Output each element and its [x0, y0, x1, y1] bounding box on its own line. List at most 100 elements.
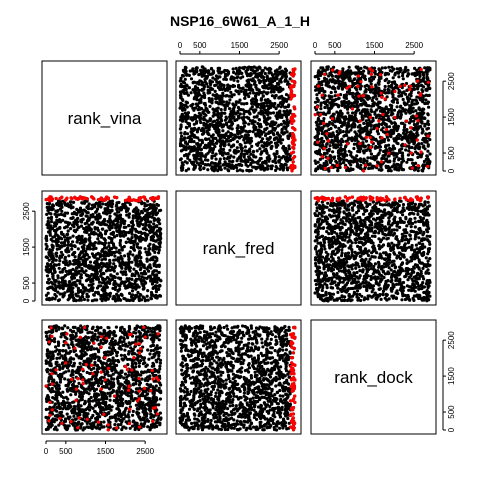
data-point [249, 83, 253, 87]
data-point [202, 166, 206, 171]
data-point [257, 111, 261, 115]
data-point [196, 147, 200, 151]
data-point [411, 106, 415, 110]
data-point [213, 161, 217, 166]
data-point [97, 280, 102, 284]
data-point [55, 218, 59, 222]
data-point [323, 94, 327, 98]
data-point [281, 101, 285, 105]
data-point [209, 82, 213, 87]
data-point [189, 91, 193, 95]
data-point [383, 91, 388, 95]
data-point [178, 106, 182, 110]
highlight-point [409, 126, 413, 130]
data-point [140, 209, 144, 214]
data-point [388, 146, 392, 151]
data-point [361, 137, 365, 141]
data-point [267, 154, 271, 158]
data-point [101, 202, 105, 206]
data-point [150, 293, 155, 297]
data-point [215, 109, 219, 113]
data-point [413, 146, 417, 151]
data-point [385, 95, 389, 99]
data-point [183, 87, 187, 91]
data-point [322, 117, 326, 121]
data-point [97, 234, 101, 238]
data-point [190, 132, 194, 136]
data-point [374, 156, 378, 160]
data-point [352, 122, 356, 126]
data-point [124, 273, 128, 277]
data-point [123, 297, 127, 301]
data-point [387, 84, 391, 88]
data-point [360, 144, 364, 148]
data-point [213, 125, 218, 129]
data-point [387, 88, 391, 92]
data-point [338, 159, 342, 163]
data-point [344, 70, 349, 74]
data-point [328, 97, 332, 101]
data-point [112, 250, 116, 255]
data-point [54, 222, 59, 226]
data-point [267, 66, 272, 70]
data-point [398, 116, 402, 120]
data-point [247, 87, 251, 92]
data-point [237, 68, 241, 72]
data-point [184, 72, 189, 77]
data-point [183, 132, 187, 136]
data-point [350, 125, 354, 129]
data-point [371, 166, 375, 170]
data-point [254, 155, 258, 159]
data-point [382, 157, 387, 161]
data-point [209, 100, 213, 104]
data-point [370, 120, 374, 124]
data-point [331, 150, 335, 154]
data-point [340, 76, 344, 80]
data-point [112, 262, 116, 266]
data-point [239, 143, 243, 147]
data-point [347, 124, 351, 128]
data-point [199, 100, 203, 104]
data-point [280, 127, 284, 131]
data-point [317, 77, 321, 81]
data-point [356, 80, 360, 84]
data-point [388, 69, 392, 73]
data-point [231, 137, 235, 141]
highlight-point [319, 113, 323, 117]
data-point [346, 102, 351, 106]
data-point [119, 205, 123, 209]
data-point [408, 130, 412, 135]
data-point [46, 216, 51, 220]
highlight-point [385, 132, 389, 137]
data-point [255, 98, 259, 102]
data-point [409, 109, 414, 113]
data-point [282, 109, 286, 113]
data-point [399, 163, 403, 167]
data-point [97, 263, 101, 267]
data-point [415, 95, 419, 99]
data-point [142, 207, 146, 211]
data-point [282, 72, 287, 76]
data-point [258, 79, 262, 83]
data-point [393, 82, 397, 86]
highlight-point [426, 134, 430, 138]
data-point [134, 271, 138, 275]
data-point [357, 129, 361, 133]
data-point [195, 130, 199, 134]
data-point [224, 162, 228, 166]
data-point [112, 281, 116, 285]
highlight-point [322, 121, 326, 125]
highlight-point [343, 165, 347, 169]
data-point [422, 85, 426, 89]
data-point [347, 161, 351, 165]
data-point [352, 142, 356, 146]
data-point [69, 243, 73, 247]
data-point [319, 137, 323, 141]
data-point [363, 84, 367, 88]
data-point [274, 93, 278, 98]
data-point [220, 135, 224, 139]
data-point [258, 135, 262, 139]
data-point [241, 159, 245, 163]
data-point [226, 130, 230, 134]
data-point [332, 155, 337, 159]
